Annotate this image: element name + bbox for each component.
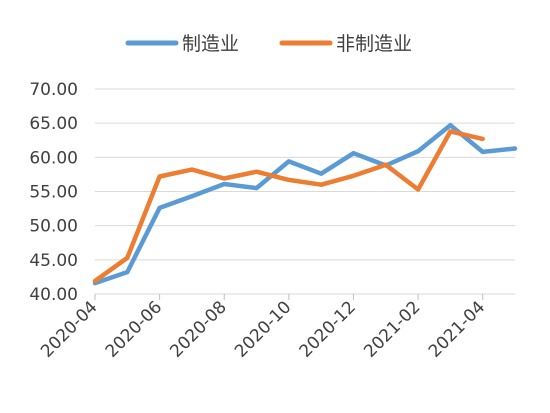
y-tick-label: 45.00 [29, 251, 78, 271]
x-axis-ticks: 2020-04 2020-06 2020-08 2020-10 2020-12 2021-… [37, 294, 489, 362]
series-lines [92, 122, 518, 286]
y-tick-label: 40.00 [29, 285, 78, 305]
series-line-1 [92, 129, 485, 284]
x-tick-label: 2020-10 [231, 297, 295, 361]
y-tick-label: 70.00 [29, 80, 78, 100]
y-tick-label: 65.00 [29, 114, 78, 134]
y-tick-label: 60.00 [29, 148, 78, 168]
x-tick-label: 2020-04 [37, 297, 101, 361]
y-tick-label: 55.00 [29, 183, 78, 203]
legend-label-non-manufacturing: 非制造业 [336, 33, 412, 55]
gridlines [95, 88, 515, 295]
legend: 制造业 非制造业 [125, 33, 412, 55]
x-tick-label: 2020-12 [296, 297, 360, 361]
y-tick-label: 50.00 [29, 217, 78, 237]
legend-label-manufacturing: 制造业 [182, 33, 239, 55]
x-tick-label: 2021-04 [425, 297, 489, 361]
x-tick-label: 2021-02 [360, 297, 424, 361]
x-tick-label: 2020-08 [166, 297, 230, 361]
y-axis-ticks: 40.00 45.00 50.00 55.00 60.00 65.00 70.00 [29, 80, 78, 305]
x-tick-label: 2020-06 [102, 297, 166, 361]
series-line-0 [92, 122, 518, 286]
